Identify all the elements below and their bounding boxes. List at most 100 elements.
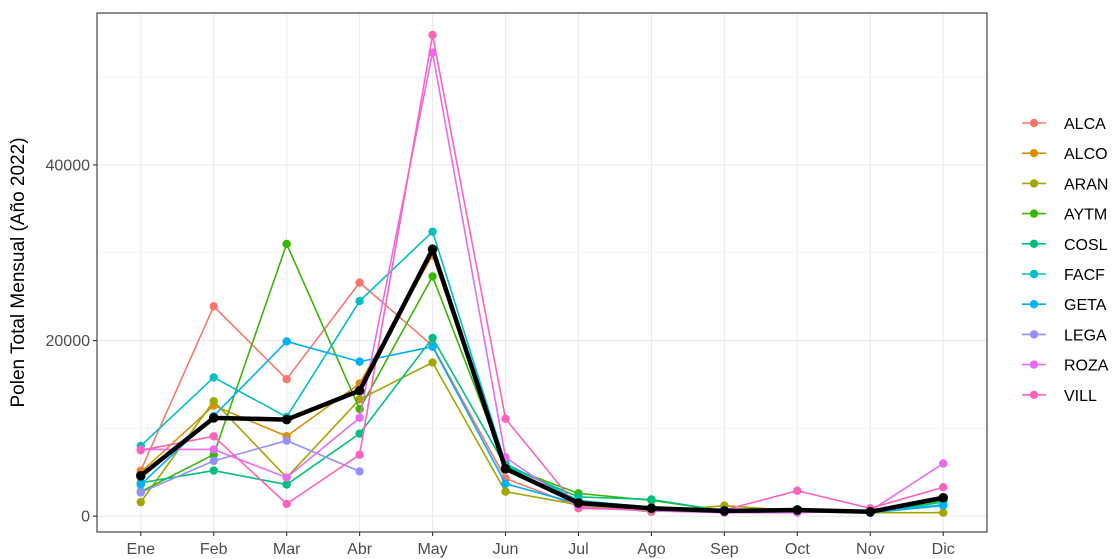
- series-vill-point: [355, 450, 364, 459]
- legend-key-point: [1029, 300, 1039, 309]
- series-lega-point: [282, 436, 291, 445]
- legend-key-point: [1029, 330, 1039, 339]
- legend-label: ARAN: [1064, 176, 1108, 193]
- x-tick-label: Jul: [568, 541, 588, 558]
- series-aran-point: [209, 396, 218, 406]
- series-geta-point: [501, 479, 510, 488]
- x-tick-label: Oct: [785, 541, 810, 558]
- mean-series: [135, 244, 949, 517]
- x-tick-label: Dic: [932, 541, 955, 558]
- series-geta-point: [136, 480, 145, 489]
- mean-point: [573, 498, 584, 508]
- x-tick-label: Ago: [637, 541, 666, 558]
- series-aran-point: [428, 358, 437, 367]
- series-vill-point: [209, 432, 218, 441]
- y-axis: 0 20000 40000: [46, 157, 97, 526]
- legend-key-point: [1029, 209, 1039, 218]
- legend-label: ALCA: [1064, 116, 1106, 133]
- legend-key-point: [1029, 239, 1039, 248]
- series-vill-point: [428, 30, 437, 40]
- mean-line: [139, 246, 944, 515]
- legend-label: FACF: [1064, 267, 1105, 284]
- legend-key-point: [1029, 269, 1039, 279]
- panel-border: [96, 12, 988, 533]
- legend-item-alco: ALCO: [1022, 146, 1108, 163]
- y-tick-label: 0: [81, 509, 90, 526]
- series-lega-point: [136, 488, 145, 497]
- mean-group: [135, 244, 949, 517]
- series-vill-line: [140, 34, 944, 511]
- grid: [97, 13, 987, 532]
- legend-item-lega: LEGA: [1022, 327, 1107, 344]
- legend-key-point: [1029, 118, 1039, 128]
- series-vill-point: [136, 446, 145, 455]
- series-vill-point: [501, 414, 510, 423]
- legend-item-geta: GETA: [1022, 297, 1107, 314]
- x-tick-label: Nov: [856, 541, 884, 558]
- series-facf-point: [209, 373, 218, 382]
- series-cosl-point: [428, 333, 437, 343]
- legend-label: GETA: [1064, 297, 1107, 314]
- legend-label: LEGA: [1064, 327, 1107, 344]
- y-tick-label: 20000: [46, 333, 91, 350]
- series-alca-point: [209, 302, 218, 311]
- series-aytm-point: [428, 272, 437, 281]
- legend: ALCA ALCO ARAN AYTM COSL FACF GETA LEGA ROZA VILL: [1022, 116, 1109, 405]
- legend-label: ROZA: [1064, 358, 1109, 375]
- series-alca-point: [355, 278, 364, 287]
- series-aran-point: [501, 487, 510, 496]
- series-lega-group: [136, 436, 364, 497]
- x-tick-label: Jun: [493, 541, 519, 558]
- series-vill-point: [939, 483, 948, 492]
- series-aran-point: [355, 395, 364, 404]
- x-tick-label: Sep: [710, 541, 739, 558]
- legend-label: AYTM: [1064, 207, 1107, 224]
- mean-point: [281, 414, 292, 425]
- series-cosl-point: [355, 429, 364, 438]
- x-axis: Ene Feb Mar Abr May Jun Jul Ago Sep Oct Nov Dic: [127, 532, 955, 558]
- series-aran-point: [136, 497, 145, 507]
- mean-point: [865, 507, 876, 517]
- series-geta-point: [428, 342, 437, 351]
- series-cosl-point: [647, 495, 656, 504]
- series-geta-point: [939, 501, 948, 510]
- mean-point: [719, 506, 730, 516]
- mean-point: [646, 503, 657, 514]
- legend-key-point: [1029, 179, 1039, 188]
- series-cosl-point: [209, 466, 218, 475]
- legend-label: ALCO: [1064, 146, 1108, 163]
- legend-item-aytm: AYTM: [1022, 207, 1107, 224]
- legend-label: COSL: [1064, 237, 1108, 254]
- series-roza-point: [355, 413, 364, 423]
- x-tick-label: Feb: [200, 541, 228, 558]
- series-geta-point: [282, 337, 291, 346]
- mean-point: [792, 505, 803, 515]
- x-tick-label: Ene: [127, 541, 156, 558]
- series-roza-point: [282, 473, 291, 482]
- series-cosl-point: [282, 480, 291, 489]
- mean-point: [135, 470, 146, 481]
- legend-key-point: [1029, 390, 1039, 399]
- series-aytm-point: [282, 239, 291, 249]
- legend-item-cosl: COSL: [1022, 237, 1108, 254]
- series-roza-point: [209, 445, 218, 454]
- series-lega-point: [355, 467, 364, 476]
- x-tick-label: Mar: [273, 541, 301, 558]
- mean-point: [938, 492, 949, 503]
- legend-item-roza: ROZA: [1022, 358, 1109, 375]
- mean-point: [354, 385, 365, 396]
- series-facf-point: [355, 296, 364, 306]
- y-axis-title: Polen Total Mensual (Año 2022): [8, 137, 29, 407]
- series-vill-point: [793, 486, 802, 495]
- mean-point: [427, 244, 438, 255]
- mean-point: [500, 463, 511, 474]
- series-lega-line: [140, 439, 360, 494]
- series-geta-point: [355, 357, 364, 366]
- legend-item-alca: ALCA: [1022, 116, 1106, 133]
- x-tick-label: Abr: [347, 541, 373, 558]
- series-vill-point: [282, 499, 291, 509]
- series-roza-point: [939, 459, 948, 468]
- legend-key-point: [1029, 360, 1039, 369]
